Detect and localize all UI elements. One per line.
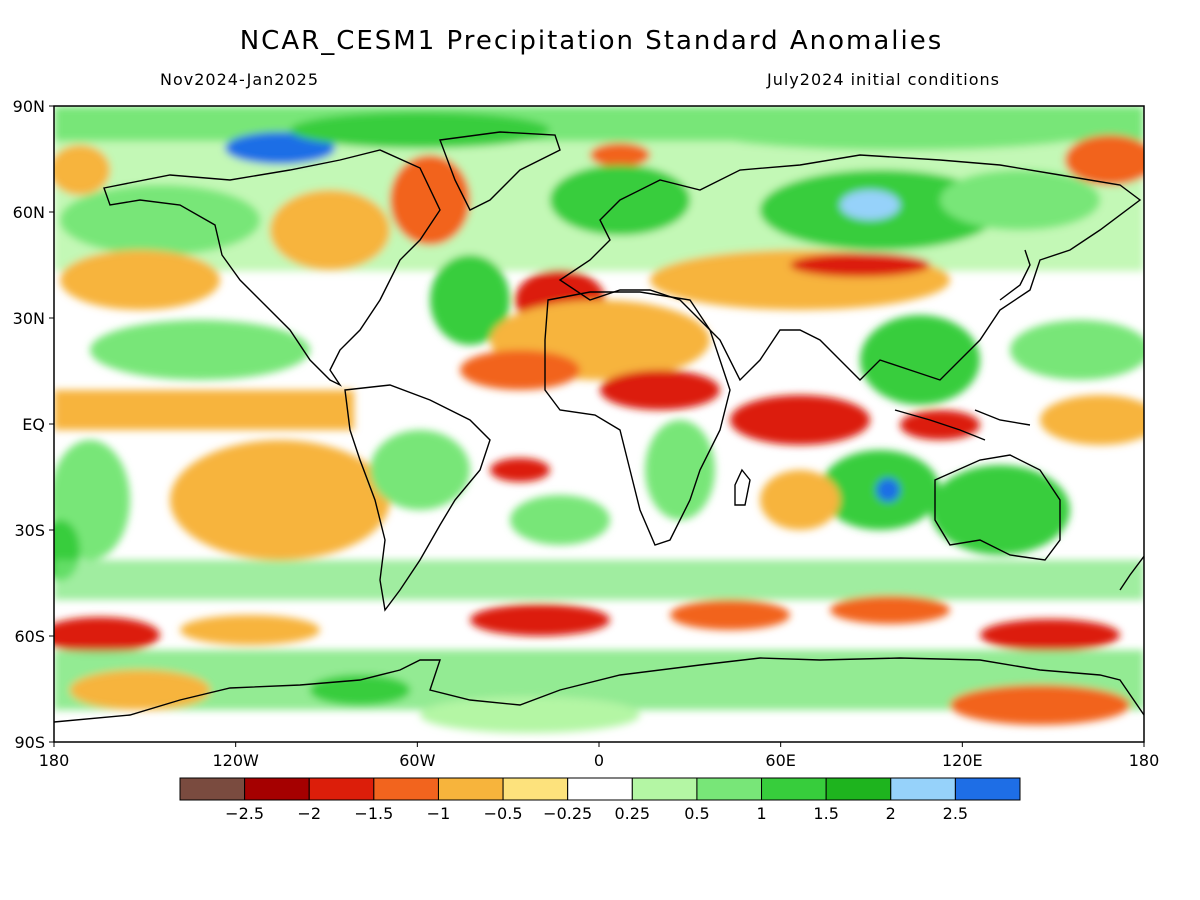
lon-tick-label: 60W xyxy=(399,751,435,770)
colorbar-swatch xyxy=(502,777,569,801)
colorbar-label: −2 xyxy=(297,804,321,823)
colorbar: −2.5 −2 −1.5 −1 −0.5 −0.25 0.25 0.5 1 1.5 2 2.5 xyxy=(179,777,1021,823)
colorbar-swatch xyxy=(437,777,504,801)
longitude-ticks: 180 120W 60W 0 60E 120E 180 xyxy=(39,742,1160,770)
colorbar-swatch xyxy=(890,777,956,801)
lon-tick-label: 0 xyxy=(594,751,604,770)
anomaly-field xyxy=(54,106,1144,742)
lat-tick-label: 60N xyxy=(13,203,45,222)
colorbar-label: −0.5 xyxy=(484,804,523,823)
forecast-period: Nov2024-Jan2025 xyxy=(160,70,319,89)
lon-tick-label: 120W xyxy=(212,751,259,770)
colorbar-label: −1.5 xyxy=(354,804,393,823)
colorbar-label: 2.5 xyxy=(943,804,968,823)
lat-tick-label: 60S xyxy=(14,627,45,646)
colorbar-swatch xyxy=(631,777,698,801)
lon-tick-label: 120E xyxy=(942,751,983,770)
colorbar-swatch xyxy=(244,777,310,801)
colorbar-swatch xyxy=(179,777,246,801)
coastlines xyxy=(54,131,1144,723)
colorbar-label: −1 xyxy=(427,804,451,823)
lat-tick-label: 30S xyxy=(14,521,45,540)
colorbar-swatch xyxy=(567,777,633,801)
colorbar-label: 0.25 xyxy=(614,804,650,823)
latitude-ticks: 90N 60N 30N EQ 30S 60S 90S xyxy=(13,97,54,752)
lat-tick-label: 90N xyxy=(13,97,45,116)
lon-tick-label: 60E xyxy=(765,751,795,770)
colorbar-label: 1.5 xyxy=(813,804,838,823)
colorbar-label: −0.25 xyxy=(543,804,592,823)
colorbar-swatch xyxy=(761,777,827,801)
initial-conditions-label: July2024 initial conditions xyxy=(767,70,1000,89)
colorbar-label: 1 xyxy=(756,804,766,823)
lon-tick-label: 180 xyxy=(1129,751,1160,770)
colorbar-label: −2.5 xyxy=(225,804,264,823)
colorbar-swatch xyxy=(954,777,1021,801)
lon-tick-label: 180 xyxy=(39,751,70,770)
lat-tick-label: EQ xyxy=(22,415,45,434)
colorbar-swatch xyxy=(825,777,892,801)
colorbar-swatch xyxy=(308,777,375,801)
colorbar-swatch xyxy=(373,777,439,801)
colorbar-label: 2 xyxy=(886,804,896,823)
lat-tick-label: 90S xyxy=(14,733,45,752)
colorbar-swatch xyxy=(696,777,763,801)
lat-tick-label: 30N xyxy=(13,309,45,328)
colorbar-label: 0.5 xyxy=(684,804,709,823)
chart-title: NCAR_CESM1 Precipitation Standard Anomal… xyxy=(239,26,944,56)
